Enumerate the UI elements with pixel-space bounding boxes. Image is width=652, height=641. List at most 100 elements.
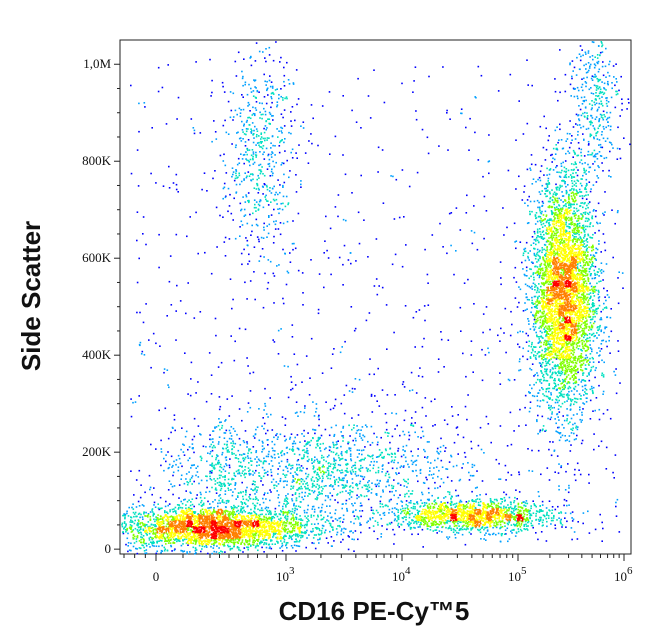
event-point <box>252 470 254 473</box>
event-point <box>387 479 389 481</box>
event-point <box>305 517 308 519</box>
event-point <box>486 530 489 532</box>
event-point <box>573 210 575 212</box>
event-point <box>238 547 240 549</box>
event-point <box>619 148 621 150</box>
event-point <box>589 318 592 321</box>
event-point <box>493 501 495 504</box>
event-point <box>261 147 264 150</box>
event-point <box>525 266 528 269</box>
event-point <box>346 449 348 452</box>
event-point <box>421 528 424 531</box>
event-point <box>577 426 579 428</box>
event-point <box>341 484 344 486</box>
event-point <box>527 252 530 254</box>
event-point <box>268 547 271 550</box>
event-point <box>356 429 359 432</box>
event-point <box>297 415 299 417</box>
event-point <box>196 471 199 473</box>
event-point <box>329 227 332 230</box>
event-point <box>438 145 440 147</box>
event-point <box>545 395 548 398</box>
event-point <box>547 183 549 186</box>
event-point <box>265 471 267 474</box>
event-point <box>344 340 346 343</box>
event-point <box>277 541 279 543</box>
event-point <box>272 536 274 538</box>
event-point <box>595 134 597 137</box>
event-point <box>211 79 213 82</box>
event-point <box>360 495 363 497</box>
event-point <box>289 170 291 172</box>
event-point <box>595 85 597 87</box>
event-point <box>243 509 245 512</box>
event-point <box>471 463 474 466</box>
event-point <box>281 139 283 141</box>
event-point <box>540 378 542 381</box>
event-point <box>583 155 586 157</box>
event-point <box>268 450 270 453</box>
event-point <box>262 173 264 175</box>
event-point <box>178 457 181 460</box>
event-point <box>320 486 323 488</box>
event-point <box>262 306 265 309</box>
event-point <box>601 372 604 375</box>
event-point <box>242 131 244 133</box>
event-point <box>253 506 256 509</box>
event-point <box>254 86 256 88</box>
event-point <box>250 460 252 462</box>
event-point <box>392 487 394 489</box>
event-point <box>223 544 226 547</box>
event-point <box>543 115 545 118</box>
event-point <box>564 174 567 177</box>
event-point <box>255 469 257 472</box>
event-point <box>503 505 505 508</box>
event-point <box>294 412 297 414</box>
event-point <box>267 204 270 206</box>
event-point <box>255 497 258 500</box>
event-point <box>619 382 621 384</box>
event-point <box>584 188 586 190</box>
event-point <box>540 531 543 533</box>
event-point <box>583 403 586 405</box>
event-point <box>556 431 559 433</box>
event-point <box>558 187 561 190</box>
event-point <box>470 533 472 535</box>
event-point <box>287 203 289 206</box>
event-point <box>168 386 170 389</box>
event-point <box>596 337 598 339</box>
event-point <box>417 513 419 515</box>
event-point <box>382 464 384 466</box>
event-point <box>592 93 595 95</box>
event-point <box>256 134 258 136</box>
event-point <box>598 291 600 293</box>
event-point <box>534 326 537 328</box>
event-point <box>267 444 269 446</box>
event-point <box>242 491 244 493</box>
event-point <box>579 398 582 400</box>
event-point <box>592 365 595 368</box>
event-point <box>499 527 502 529</box>
event-point <box>535 518 538 521</box>
event-point <box>576 210 578 212</box>
event-point <box>278 151 281 154</box>
event-point <box>188 471 190 473</box>
event-point <box>543 376 545 379</box>
event-point <box>219 466 221 468</box>
event-point <box>347 535 350 537</box>
event-point <box>508 379 511 382</box>
event-point <box>533 323 535 325</box>
event-point <box>291 157 294 159</box>
event-point <box>304 152 307 154</box>
event-point <box>587 52 590 54</box>
event-point <box>271 539 273 542</box>
event-point <box>327 515 329 517</box>
event-point <box>209 470 211 473</box>
event-point <box>536 335 538 338</box>
event-point <box>410 507 413 509</box>
event-point <box>468 149 470 151</box>
event-point <box>555 422 557 425</box>
event-point <box>397 516 400 519</box>
event-point <box>350 496 353 498</box>
event-point <box>419 505 422 507</box>
